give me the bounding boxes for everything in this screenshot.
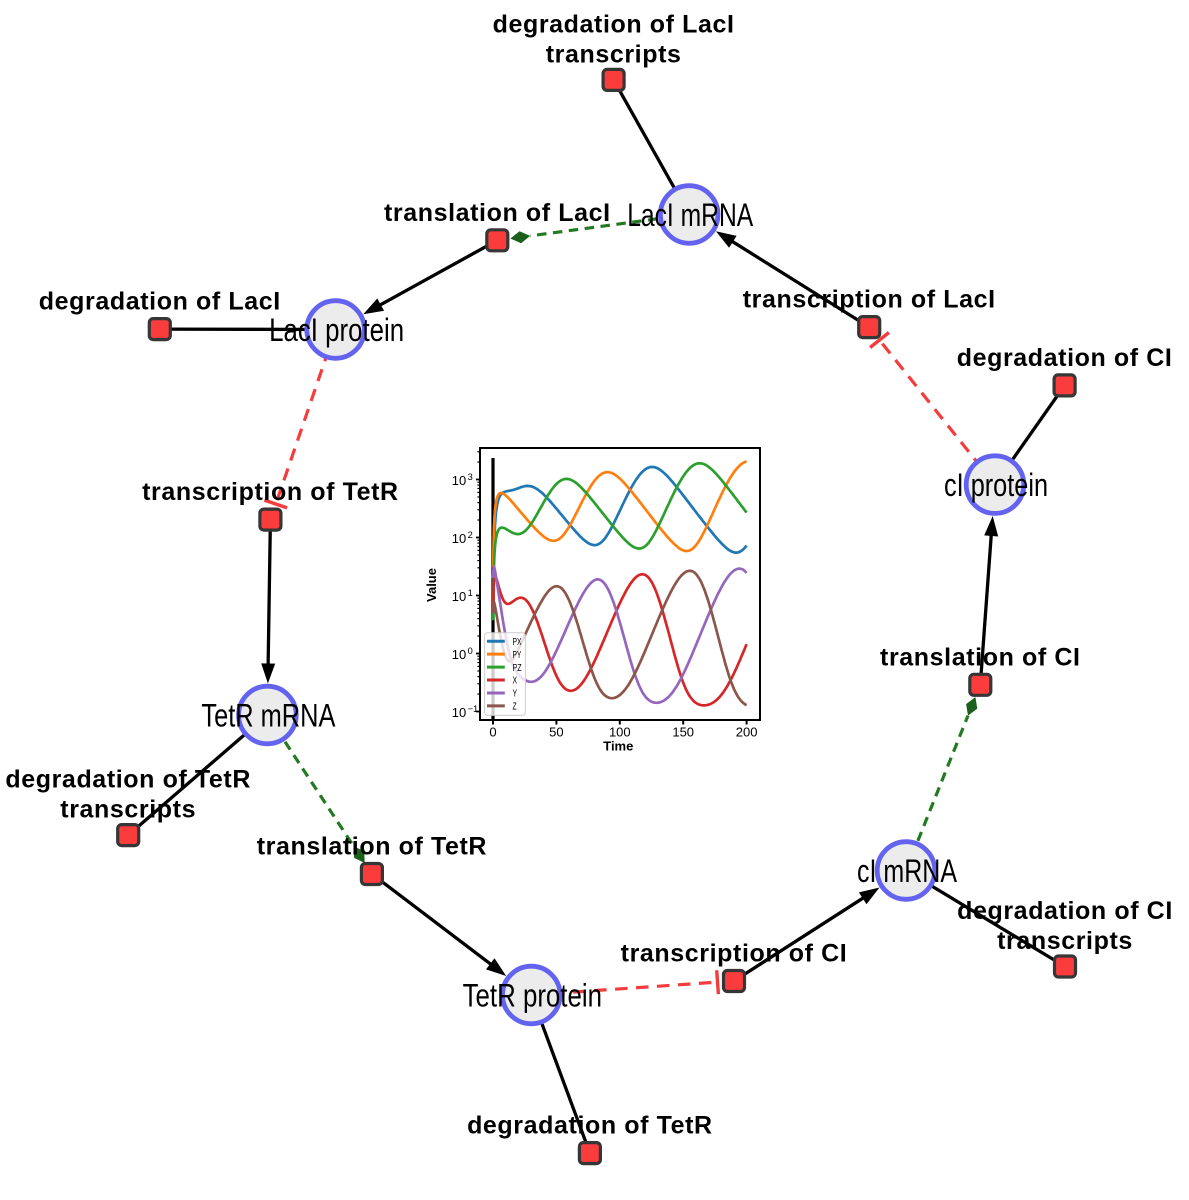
svg-text:cI mRNA: cI mRNA — [857, 853, 958, 889]
svg-text:Y: Y — [513, 689, 518, 700]
svg-text:degradation of LacI: degradation of LacI — [39, 288, 281, 316]
svg-text:translation of LacI: translation of LacI — [384, 199, 611, 227]
svg-text:Value: Value — [424, 568, 439, 602]
svg-text:10: 10 — [452, 473, 466, 488]
svg-text:1: 1 — [468, 588, 473, 598]
svg-text:−1: −1 — [468, 704, 479, 714]
svg-text:degradation of CI: degradation of CI — [957, 344, 1173, 372]
svg-text:transcripts: transcripts — [546, 40, 682, 68]
svg-text:degradation of CI: degradation of CI — [957, 897, 1173, 925]
svg-text:LacI protein: LacI protein — [269, 312, 404, 348]
svg-text:degradation of TetR: degradation of TetR — [467, 1112, 713, 1140]
svg-text:LacI mRNA: LacI mRNA — [627, 197, 754, 233]
svg-text:degradation of LacI: degradation of LacI — [493, 10, 735, 38]
svg-text:transcripts: transcripts — [997, 927, 1133, 955]
svg-text:transcription of TetR: transcription of TetR — [142, 478, 399, 506]
svg-text:translation of TetR: translation of TetR — [257, 833, 487, 861]
svg-text:cI protein: cI protein — [944, 467, 1048, 503]
svg-text:3: 3 — [468, 472, 473, 482]
svg-text:PZ: PZ — [513, 663, 522, 674]
svg-text:150: 150 — [672, 725, 694, 740]
svg-text:0: 0 — [468, 646, 473, 656]
svg-text:PY: PY — [513, 650, 522, 661]
svg-text:100: 100 — [609, 725, 631, 740]
svg-text:2: 2 — [468, 530, 473, 540]
svg-text:TetR protein: TetR protein — [463, 978, 602, 1014]
svg-text:50: 50 — [549, 725, 563, 740]
svg-text:transcription of CI: transcription of CI — [621, 940, 848, 968]
svg-text:200: 200 — [736, 725, 758, 740]
svg-text:10: 10 — [452, 589, 466, 604]
svg-text:10: 10 — [452, 705, 466, 720]
svg-text:10: 10 — [452, 647, 466, 662]
svg-text:PX: PX — [513, 637, 522, 648]
svg-text:transcription of LacI: transcription of LacI — [743, 286, 996, 314]
svg-text:Z: Z — [513, 702, 517, 713]
svg-text:Time: Time — [603, 739, 633, 754]
svg-text:degradation of TetR: degradation of TetR — [5, 766, 251, 794]
svg-text:0: 0 — [489, 725, 496, 740]
svg-text:TetR mRNA: TetR mRNA — [201, 698, 336, 734]
svg-text:translation of CI: translation of CI — [880, 643, 1080, 671]
svg-text:X: X — [513, 676, 518, 687]
svg-text:10: 10 — [452, 531, 466, 546]
svg-text:transcripts: transcripts — [60, 796, 196, 824]
